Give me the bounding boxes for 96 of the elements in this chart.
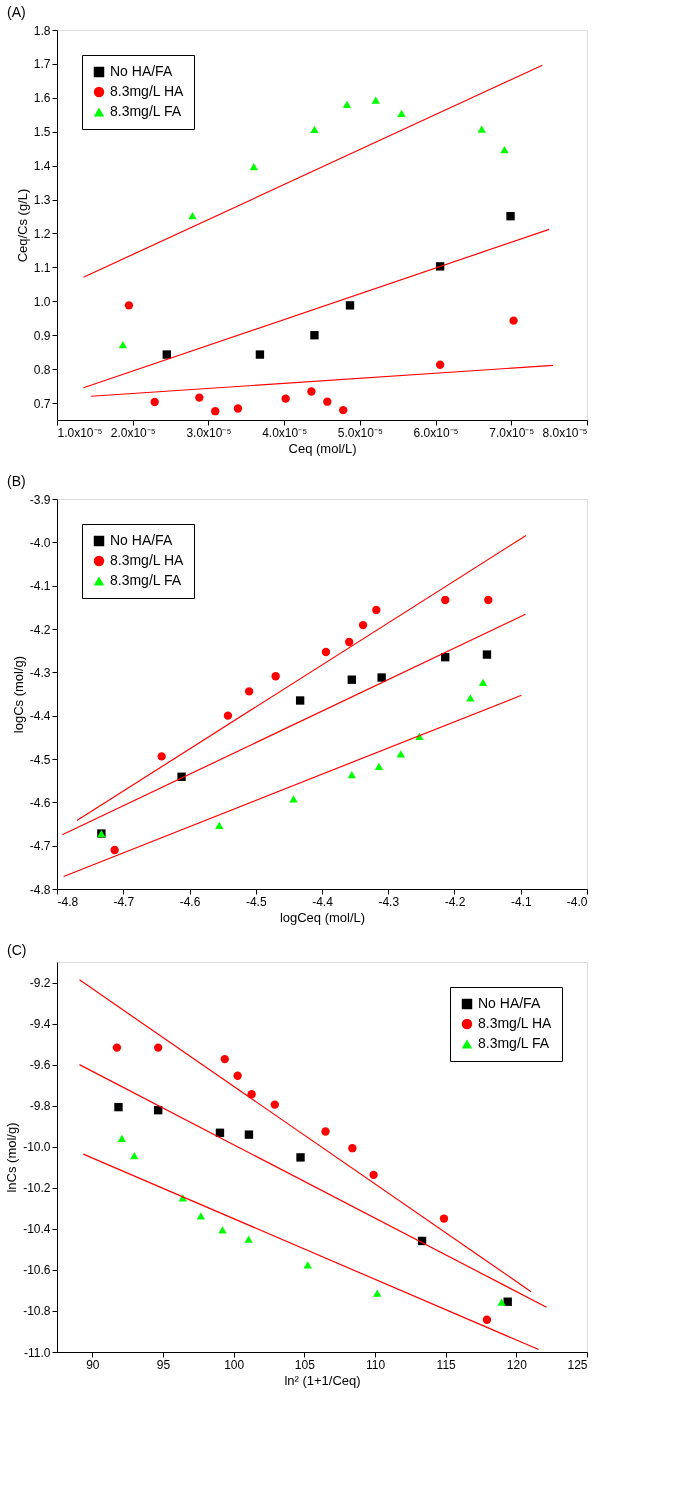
point (154, 1043, 163, 1052)
y-tick-label: 0.9 (33, 328, 51, 343)
y-tick-label: -10.8 (23, 1304, 51, 1319)
point (233, 1071, 242, 1080)
x-tick-label: 105 (294, 1357, 316, 1372)
legend-label: 8.3mg/L FA (110, 572, 182, 588)
legend-label: 8.3mg/L FA (110, 103, 182, 119)
y-tick-label: -4.3 (29, 665, 51, 680)
y-tick-label: -9.6 (29, 1058, 51, 1073)
y-tick-label: 1.2 (33, 226, 51, 241)
x-tick-label: 5.0x10⁻⁵ (337, 425, 383, 440)
y-tick-label: -9.2 (29, 976, 51, 991)
y-tick-label: 0.7 (33, 396, 51, 411)
y-tick-label: 1.8 (33, 23, 51, 38)
legend-label: 8.3mg/L HA (110, 552, 185, 568)
point (244, 1130, 254, 1139)
point (321, 1127, 330, 1136)
x-tick-label: 2.0x10⁻⁵ (110, 425, 156, 440)
legend-label: 8.3mg/L HA (478, 1015, 553, 1031)
point (369, 1170, 378, 1180)
point (112, 1043, 122, 1052)
y-tick-label: -4.4 (29, 709, 51, 724)
y-tick-label: -3.9 (29, 492, 51, 507)
point (497, 1298, 506, 1306)
y-tick-label: 1.7 (33, 57, 51, 72)
y-tick-label: -10.2 (23, 1181, 51, 1196)
point (296, 1153, 305, 1162)
x-tick-label: 1.0x10⁻⁵ (57, 425, 103, 440)
point (130, 1151, 139, 1160)
y-tick-label: 0.8 (33, 362, 51, 377)
point (220, 1054, 229, 1064)
x-tick-label: -4.5 (245, 894, 267, 909)
x-tick-label: 95 (156, 1357, 171, 1372)
point (348, 1144, 357, 1153)
x-axis-title: Ceq (mol/L) (288, 440, 357, 456)
y-tick-label: 1.0 (33, 294, 51, 309)
point (218, 1226, 227, 1234)
y-axis-title: logCs (mol/g) (10, 655, 26, 734)
x-tick-label: 7.0x10⁻⁵ (489, 425, 535, 440)
chart-title: (C) (7, 942, 27, 958)
y-axis-title: Ceq/Cs (g/L) (14, 188, 30, 263)
x-tick-label: 6.0x10⁻⁵ (413, 425, 459, 440)
legend-label: 8.3mg/L HA (110, 83, 185, 99)
y-tick-label: -10.6 (23, 1263, 51, 1278)
x-tick-label: -4.3 (378, 894, 400, 909)
y-tick-label: 1.6 (33, 91, 51, 106)
y-tick-label: 1.5 (33, 125, 51, 140)
y-tick-label: -10.4 (23, 1222, 51, 1237)
y-tick-label: 1.1 (33, 260, 51, 275)
y-tick-label: 1.3 (33, 193, 51, 208)
y-tick-label: -9.4 (29, 1017, 51, 1032)
x-tick-label: -4.4 (312, 894, 334, 909)
y-tick-label: -4.0 (29, 535, 51, 550)
y-tick-label: 1.4 (33, 159, 51, 174)
chart-title: (B) (7, 473, 26, 489)
x-tick-label: 4.0x10⁻⁵ (262, 425, 308, 440)
x-tick-label: 100 (224, 1357, 245, 1372)
legend-label: No HA/FA (110, 532, 173, 548)
point (373, 1289, 382, 1297)
x-tick-label: 110 (365, 1357, 386, 1372)
y-tick-label: -9.8 (29, 1099, 51, 1114)
point (196, 1212, 206, 1220)
x-tick-label: 90 (86, 1357, 100, 1372)
y-axis-title: lnCs (mol/g) (4, 1122, 20, 1193)
x-tick-label: -4.7 (113, 894, 135, 909)
x-tick-label: -4.2 (444, 894, 466, 909)
point (270, 1100, 279, 1109)
y-tick-label: -4.2 (29, 622, 51, 637)
x-tick-label: 125 (567, 1357, 588, 1372)
x-tick-label: -4.6 (179, 894, 201, 909)
y-tick-label: -4.5 (29, 752, 51, 767)
point (117, 1134, 127, 1142)
x-tick-label: -4.8 (57, 894, 79, 909)
chart-title: (A) (7, 4, 26, 20)
x-axis-title: ln² (1+1/Ceq) (284, 1372, 361, 1388)
x-tick-label: 120 (506, 1357, 528, 1372)
x-tick-label: 3.0x10⁻⁵ (186, 425, 232, 440)
y-tick-label: -11.0 (24, 1345, 51, 1360)
y-tick-label: -4.6 (29, 795, 51, 810)
legend-label: 8.3mg/L FA (478, 1035, 550, 1051)
x-tick-label: -4.0 (566, 894, 588, 909)
y-tick-label: -4.1 (29, 579, 51, 594)
y-tick-label: -4.8 (29, 882, 51, 897)
x-tick-label: -4.1 (510, 894, 532, 909)
point (244, 1235, 253, 1243)
y-tick-label: -10.0 (23, 1140, 51, 1155)
legend-label: No HA/FA (478, 995, 541, 1011)
x-tick-label: 8.0x10⁻⁵ (542, 425, 588, 440)
point (114, 1102, 123, 1112)
point (482, 1315, 492, 1324)
x-axis-title: logCeq (mol/L) (279, 909, 366, 925)
point (247, 1090, 256, 1099)
legend-label: No HA/FA (110, 63, 173, 79)
point (439, 1214, 449, 1223)
x-tick-label: 115 (436, 1357, 457, 1372)
y-tick-label: -4.7 (29, 839, 51, 854)
